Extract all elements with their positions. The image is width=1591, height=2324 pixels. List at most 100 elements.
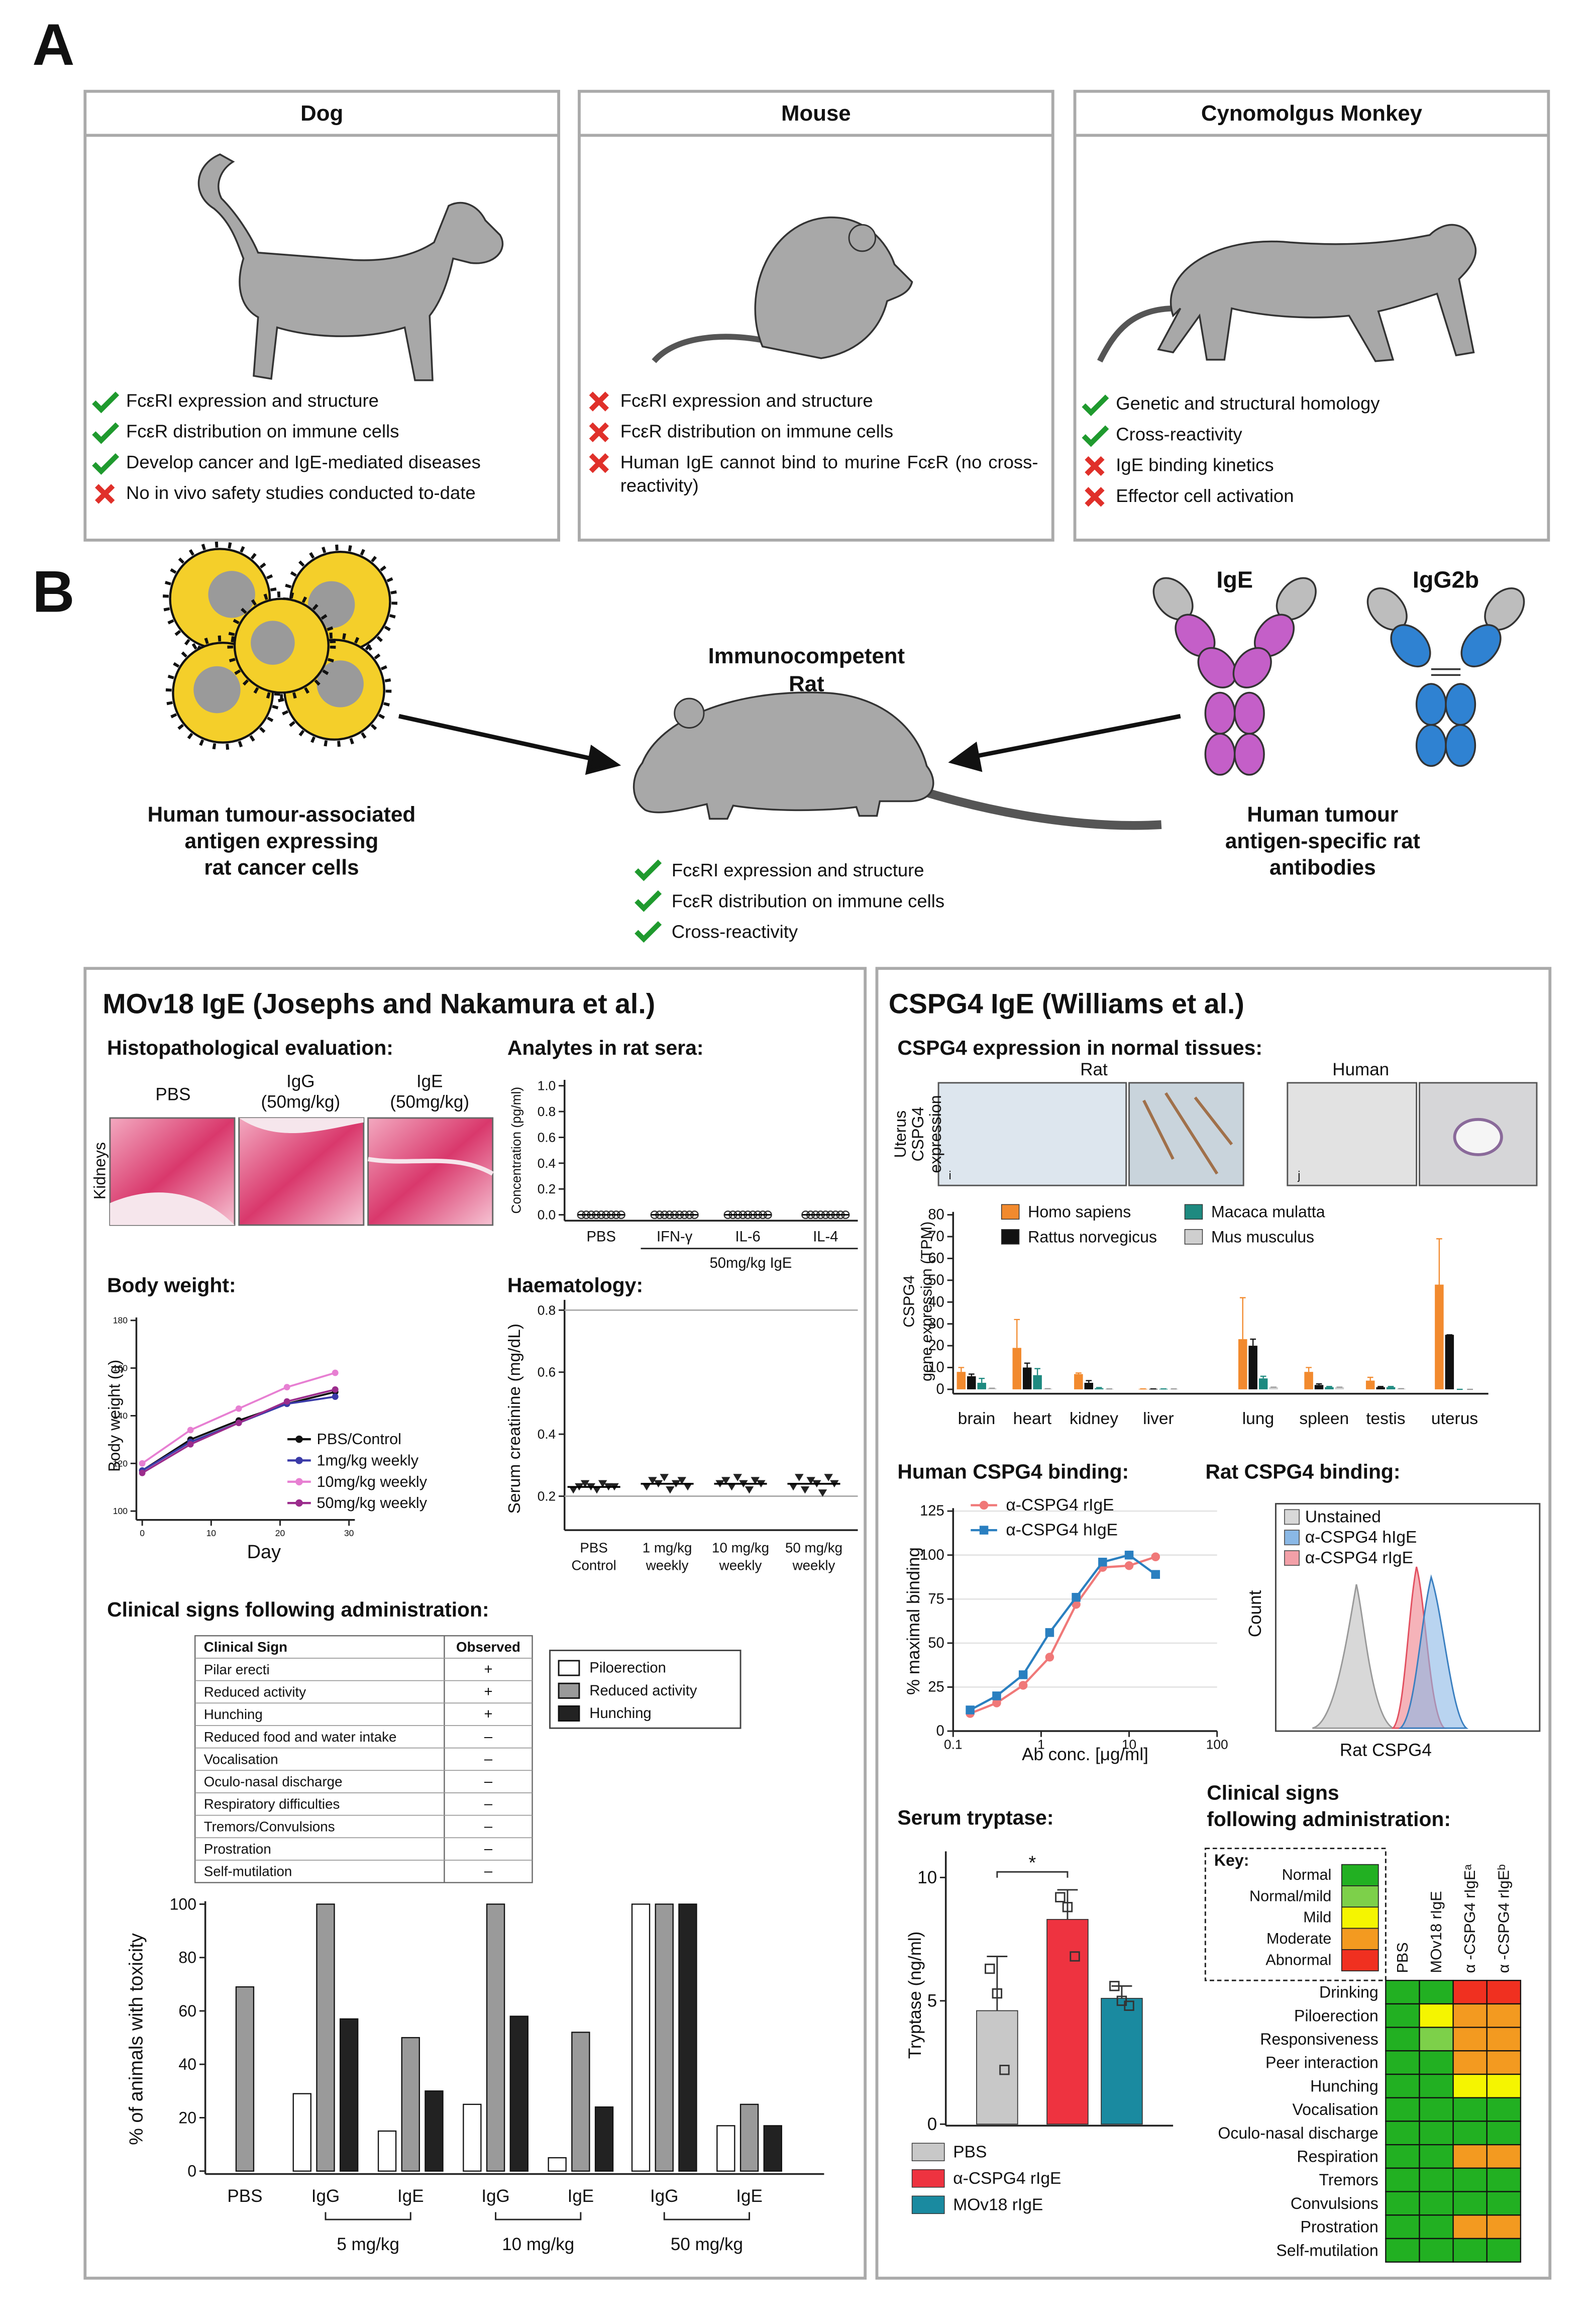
point [683,1483,692,1491]
x-tick-label: PBS [580,1540,607,1556]
heat-cell [1419,2050,1454,2075]
legend-swatch [1184,1229,1203,1245]
label: Cross-reactivity [672,922,798,942]
key-frame [1204,1848,1387,1981]
point [800,1486,810,1494]
heat-cell [1419,1980,1454,2005]
section-title: Haematology: [507,1274,643,1297]
row-label: Hunching [1310,2077,1378,2095]
y-tick-label: 60 [928,1250,944,1266]
mov18-panel [83,967,867,2280]
heat-cell [1486,2120,1522,2146]
legend-swatch [911,2169,945,2188]
item-text: FcεRI expression and structure [620,390,873,412]
bar [377,2130,397,2172]
item: Cross-reactivity [1116,424,1242,445]
y-tick-label: 70 [928,1229,944,1245]
section-title: following administration: [1207,1807,1451,1831]
legend-marker [295,1478,303,1486]
heat-cell [1486,1980,1522,2005]
table-cell: Oculo-nasal discharge [204,1774,343,1789]
key-swatch [1341,1906,1379,1929]
x-tick-label: brain [958,1409,996,1428]
y-tick-label: 20 [178,2108,196,2127]
bar [1101,1998,1143,2125]
error-bar [1024,1362,1030,1368]
label: expression [926,1095,944,1173]
series-line [970,1554,1156,1711]
column-label: α -CSPG4 rIgEᵇ [1495,1864,1512,1973]
label: gene expression (TPM) [918,1222,935,1381]
x-tick-label: IFN-γ [657,1229,693,1245]
x-tick-label: weekly [646,1558,689,1573]
heat-cell [1486,2003,1522,2028]
mouse-tail [652,334,766,363]
label: FcεRI expression and structure [672,860,924,880]
marker [332,1369,339,1376]
error-bar [1316,1383,1322,1385]
label: antigen-specific rat [1225,829,1420,853]
monkey-silhouette [1157,224,1477,362]
point [648,1477,657,1485]
bar [1376,1387,1385,1389]
y-tick-label: 100 [113,1506,128,1516]
heat-cell [1486,2097,1522,2122]
section-title: CSPG4 expression in normal tissues: [897,1036,1262,1059]
x-tick-label: weekly [719,1558,762,1573]
y-tick-label: 0.2 [538,1181,556,1196]
heat-cell [1419,2003,1454,2028]
label: CSPG4 [901,1275,918,1328]
heat-cell [1419,2238,1454,2263]
label: 10 mg/kg [502,2235,574,2254]
heat-cell [1385,2120,1420,2146]
marker [992,1698,1001,1707]
legend-marker [295,1435,303,1443]
y-tick-label: 140 [113,1410,128,1421]
point [806,1477,815,1485]
point [999,2065,1010,2075]
card-title: Mouse [781,101,851,126]
row-label: Responsiveness [1260,2030,1378,2048]
y-tick-label: 125 [920,1503,944,1519]
cross-icon [589,422,609,443]
legend-label: α-CSPG4 rIgE [1006,1496,1114,1514]
heat-cell [1385,2167,1420,2192]
check-icon [634,859,662,881]
legend-label: Homo sapiens [1028,1203,1131,1221]
label: 50mg/kg IgE [710,1255,792,1271]
table-cell: – [484,1841,493,1857]
unstained-histogram [1312,1584,1394,1729]
heat-cell [1419,2144,1454,2169]
error-bar [1014,1319,1020,1348]
table-cell: Tremors/Convulsions [204,1818,335,1834]
marker [332,1386,339,1393]
label: Rat [1080,1060,1108,1079]
item-text: FcεR distribution on immune cells [620,421,894,442]
label: Human tumour [1247,802,1398,826]
heat-cell [1385,2073,1420,2098]
table-frame [194,1635,533,1883]
check-icon [634,890,662,912]
error-bar [1086,1380,1092,1383]
heat-cell [1419,2027,1454,2052]
legend-swatch [1001,1204,1020,1220]
point [727,1483,736,1491]
marker [1124,1551,1134,1560]
bar [1435,1284,1444,1389]
point [745,1486,754,1494]
error-bar [1239,1297,1246,1340]
marker [187,1441,194,1448]
heat-cell [1452,2003,1488,2028]
heat-cell [1452,2238,1488,2263]
check-icon [1082,394,1109,417]
bar [957,1372,966,1389]
label: * [1029,1853,1036,1874]
x-tick-label: PBS [587,1229,616,1245]
y-tick-label: 40 [178,2055,196,2073]
marker [235,1405,242,1412]
x-tick-label: 0.1 [944,1737,963,1752]
y-tick-label: 0.6 [538,1130,556,1145]
x-tick-label: IgG [311,2186,340,2206]
check-icon [92,422,120,444]
x-tick-label: liver [1143,1409,1174,1428]
